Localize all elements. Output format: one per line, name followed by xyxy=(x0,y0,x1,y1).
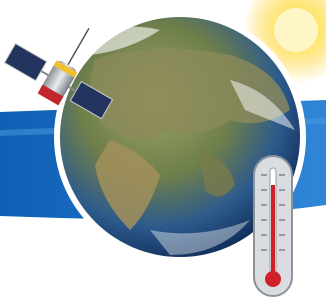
mercury xyxy=(271,185,275,273)
body xyxy=(0,0,326,302)
sun xyxy=(274,8,318,52)
illustration xyxy=(0,0,326,302)
solar-panel xyxy=(5,44,47,81)
bulb xyxy=(265,271,281,287)
thermometer xyxy=(254,156,292,296)
page: {} html, body { margin: 0; padding: 0; w… xyxy=(0,0,326,302)
